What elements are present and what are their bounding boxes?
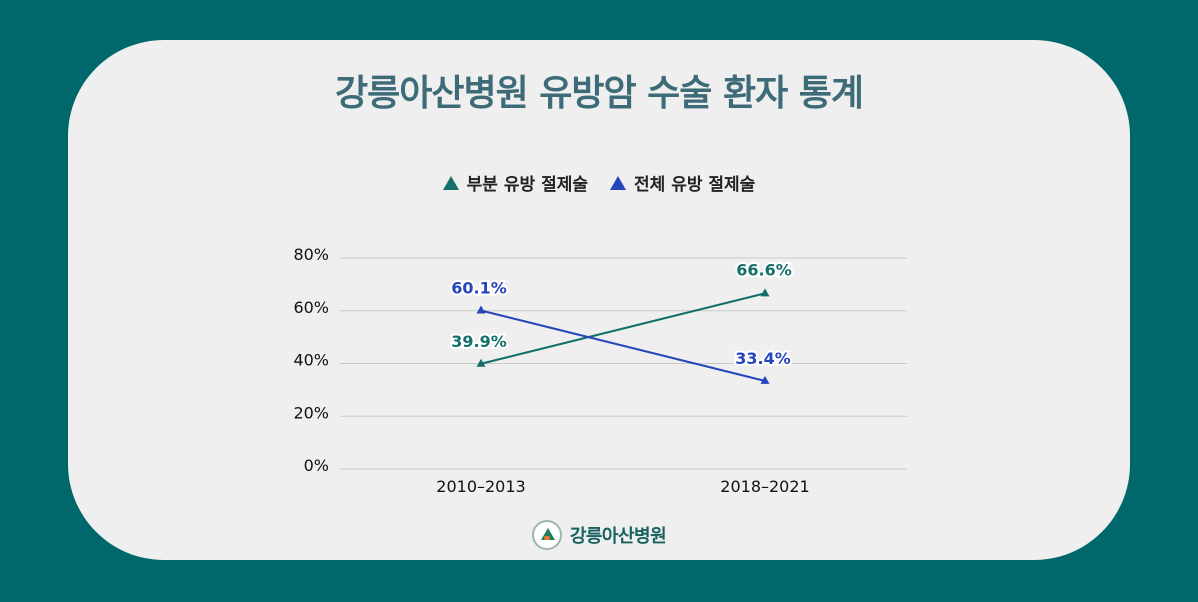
- data-point-marker: [760, 375, 770, 384]
- triangle-icon: [442, 175, 459, 190]
- legend-label-total: 전체 유방 절제술: [634, 175, 756, 195]
- legend-item-partial: 부분 유방 절제술: [442, 170, 588, 195]
- data-label: 60.1%: [451, 278, 507, 297]
- data-point-marker: [476, 358, 486, 367]
- hospital-logo-icon: [531, 520, 562, 550]
- chart-legend: 부분 유방 절제술 전체 유방 절제술: [0, 170, 1198, 195]
- data-label: 66.6%: [736, 260, 792, 279]
- x-tick-label: 2018–2021: [720, 477, 809, 496]
- y-tick-label: 60%: [293, 298, 329, 317]
- y-tick-label: 40%: [293, 351, 329, 370]
- footer-brand: 강릉아산병원: [0, 520, 1198, 550]
- y-tick-label: 80%: [293, 245, 329, 264]
- series-line: [480, 292, 766, 365]
- data-label: 33.4%: [735, 349, 791, 368]
- legend-label-partial: 부분 유방 절제술: [466, 175, 588, 195]
- x-tick-label: 2010–2013: [436, 477, 525, 496]
- brand-name: 강릉아산병원: [569, 526, 667, 547]
- y-tick-label: 20%: [293, 403, 329, 422]
- data-point-marker: [476, 305, 486, 314]
- chart-card: [68, 40, 1130, 560]
- triangle-icon: [610, 175, 626, 190]
- chart-title: 강릉아산병원 유방암 수술 환자 통계: [335, 73, 864, 114]
- y-tick-label: 0%: [304, 456, 329, 475]
- data-point-marker: [760, 288, 770, 297]
- series-line: [480, 309, 766, 382]
- legend-item-total: 전체 유방 절제술: [610, 170, 755, 195]
- data-label: 39.9%: [451, 332, 507, 351]
